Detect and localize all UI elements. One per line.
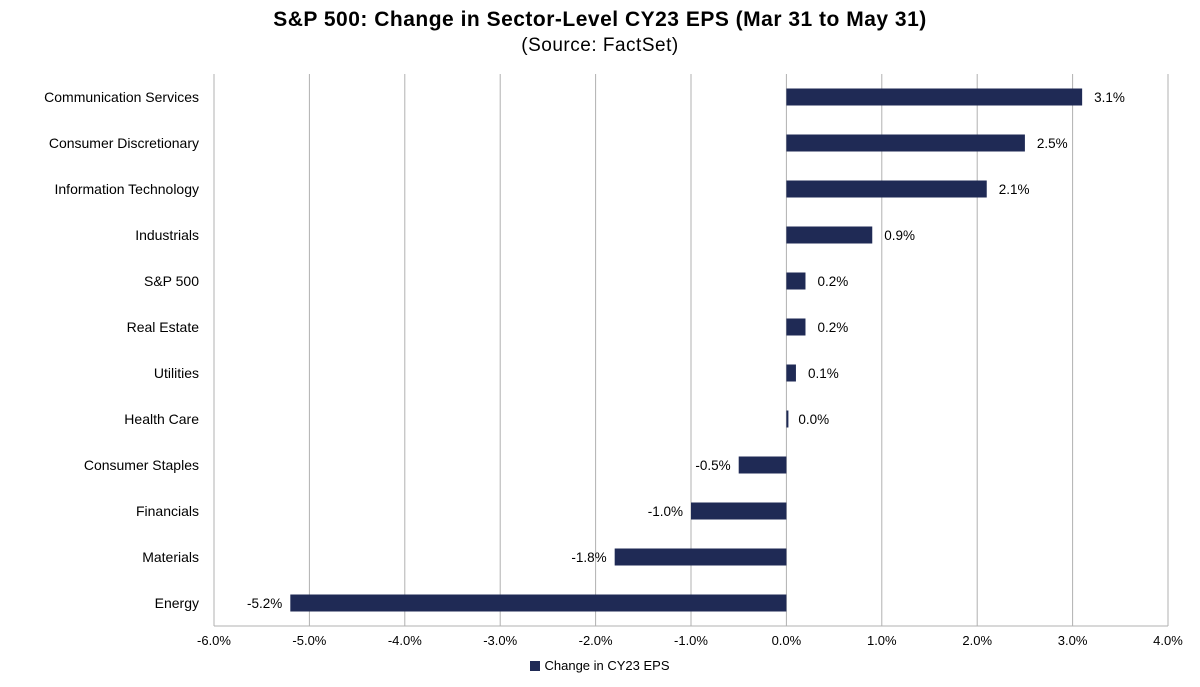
x-tick-label: 3.0%: [1058, 633, 1088, 648]
bar: [786, 410, 789, 428]
x-tick-label: 0.0%: [772, 633, 802, 648]
x-tick-label: 1.0%: [867, 633, 897, 648]
x-tick-label: 2.0%: [962, 633, 992, 648]
category-label: Utilities: [154, 365, 199, 381]
bar: [786, 364, 796, 382]
bar: [691, 502, 787, 520]
bar: [786, 318, 806, 336]
x-tick-label: -5.0%: [292, 633, 326, 648]
data-label: 2.1%: [999, 182, 1030, 197]
data-label: -1.0%: [648, 504, 683, 519]
data-label: -0.5%: [695, 458, 730, 473]
legend-label: Change in CY23 EPS: [544, 658, 670, 673]
data-label: 0.2%: [817, 274, 848, 289]
category-label: Materials: [142, 549, 199, 565]
category-label: Information Technology: [55, 181, 200, 197]
bar: [738, 456, 787, 474]
category-label: Energy: [155, 595, 199, 611]
x-tick-label: -2.0%: [579, 633, 613, 648]
legend: Change in CY23 EPS: [0, 658, 1200, 673]
data-label: 0.2%: [817, 320, 848, 335]
bar: [290, 594, 787, 612]
category-label: Real Estate: [127, 319, 200, 335]
x-tick-label: -4.0%: [388, 633, 422, 648]
bar: [786, 134, 1025, 152]
category-label: Communication Services: [44, 89, 199, 105]
category-label: Health Care: [124, 411, 199, 427]
data-label: 3.1%: [1094, 90, 1125, 105]
bar: [786, 180, 987, 198]
category-label: Industrials: [135, 227, 199, 243]
x-tick-label: 4.0%: [1153, 633, 1183, 648]
x-tick-label: -6.0%: [197, 633, 231, 648]
category-label: Financials: [136, 503, 199, 519]
data-label: -1.8%: [571, 550, 606, 565]
data-label: 0.0%: [798, 412, 829, 427]
chart-subtitle: (Source: FactSet): [521, 35, 679, 56]
data-label: 2.5%: [1037, 136, 1068, 151]
data-label: -5.2%: [247, 596, 282, 611]
chart-title: S&P 500: Change in Sector-Level CY23 EPS…: [273, 8, 927, 31]
category-label: S&P 500: [144, 273, 199, 289]
category-label: Consumer Discretionary: [49, 135, 199, 151]
category-label: Consumer Staples: [84, 457, 199, 473]
x-tick-label: -1.0%: [674, 633, 708, 648]
bar: [786, 272, 806, 290]
data-label: 0.9%: [884, 228, 915, 243]
bar: [786, 88, 1083, 106]
bar: [614, 548, 787, 566]
bar: [786, 226, 873, 244]
data-label: 0.1%: [808, 366, 839, 381]
x-tick-label: -3.0%: [483, 633, 517, 648]
legend-swatch: [530, 661, 541, 671]
